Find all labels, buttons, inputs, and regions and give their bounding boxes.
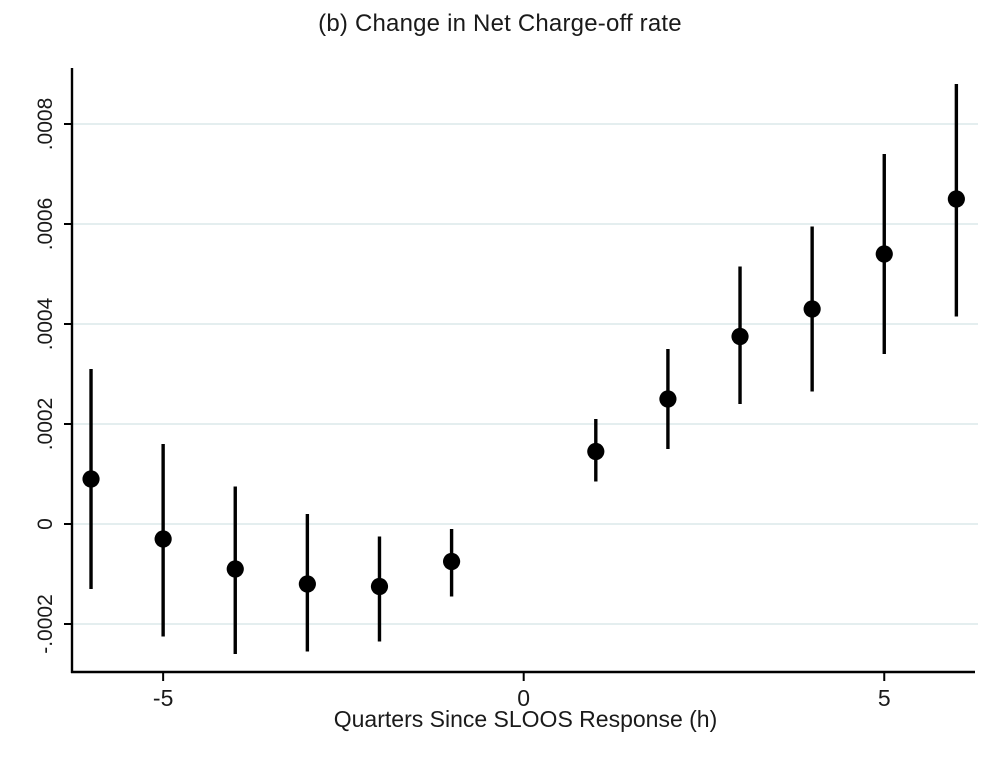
point-estimate: [82, 470, 100, 488]
point-estimate: [226, 560, 244, 578]
point-estimate: [947, 190, 965, 208]
y-tick-label: -.0002: [34, 594, 57, 654]
point-estimate: [803, 300, 821, 318]
x-tick-label: 0: [517, 685, 530, 711]
x-tick-label: -5: [153, 685, 173, 711]
y-tick-label: .0004: [34, 297, 57, 350]
point-estimate: [154, 530, 172, 548]
chart-title: (b) Change in Net Charge-off rate: [318, 10, 682, 37]
y-tick-label: 0: [34, 518, 57, 530]
point-estimate: [875, 245, 893, 263]
point-estimate: [731, 327, 749, 346]
point-estimate: [587, 442, 605, 461]
x-axis-title: Quarters Since SLOOS Response (h): [333, 706, 718, 732]
y-tick-label: .0002: [34, 398, 57, 451]
point-estimate: [442, 552, 461, 571]
point-estimate: [370, 577, 389, 596]
point-estimate: [298, 575, 316, 593]
y-tick-label: .0008: [34, 98, 57, 151]
y-tick-label: .0006: [34, 198, 57, 251]
point-estimate: [659, 390, 677, 408]
x-tick-label: 5: [878, 685, 891, 711]
